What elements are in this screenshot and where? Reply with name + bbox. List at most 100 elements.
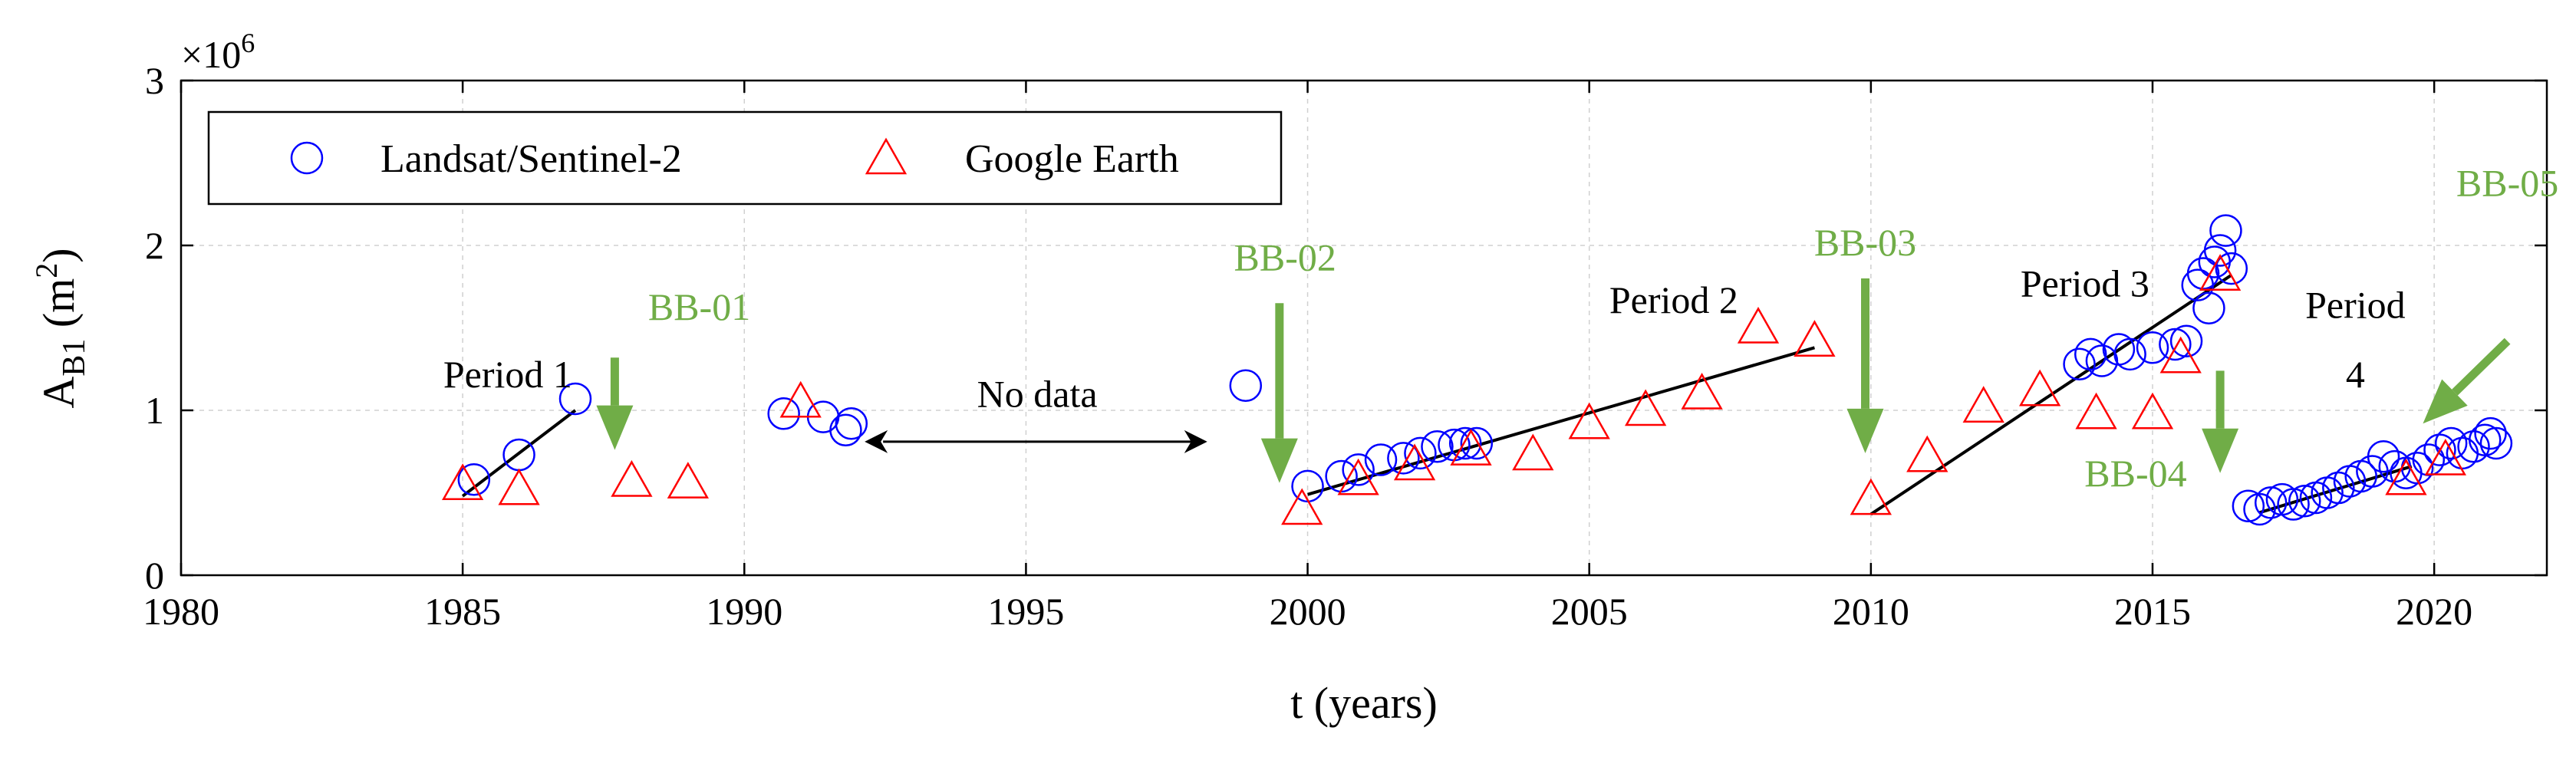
y-tick-label: 0 — [145, 554, 164, 597]
event-arrow-head — [2202, 428, 2239, 473]
point-google-earth — [779, 380, 822, 418]
point-landsat — [2434, 426, 2468, 460]
event-label: BB-03 — [1814, 221, 1916, 264]
point-google-earth — [2159, 336, 2202, 374]
point-landsat — [829, 413, 862, 447]
point-landsat — [2277, 488, 2310, 521]
point-google-earth — [498, 468, 540, 505]
point-landsat — [1387, 442, 1420, 475]
point-google-earth — [1850, 478, 1892, 515]
legend-marker-triangle — [865, 137, 908, 175]
trend-line — [2258, 465, 2413, 515]
point-landsat — [1404, 436, 1437, 470]
point-google-earth — [2199, 254, 2242, 291]
point-landsat — [1460, 426, 1494, 460]
point-landsat — [2479, 426, 2513, 460]
point-landsat — [2169, 324, 2203, 357]
point-google-earth — [1737, 306, 1780, 344]
period-label: Period — [2305, 284, 2406, 327]
point-landsat — [2085, 344, 2119, 377]
point-landsat — [2063, 347, 2096, 381]
point-google-earth — [1393, 443, 1436, 481]
y-tick-label: 1 — [145, 389, 164, 432]
point-landsat — [1342, 453, 1375, 486]
legend-label-landsat: Landsat/Sentinel-2 — [380, 137, 682, 181]
x-tick-label: 1985 — [424, 590, 501, 633]
point-landsat — [2159, 327, 2192, 361]
point-landsat — [2423, 433, 2456, 466]
point-landsat — [2474, 416, 2507, 450]
point-landsat — [767, 397, 800, 430]
plot-frame — [180, 79, 2548, 577]
point-landsat — [2367, 439, 2400, 473]
data-points — [441, 214, 2513, 526]
point-google-earth — [1962, 386, 2004, 423]
legend-marker-circle — [290, 141, 324, 175]
point-google-earth — [1906, 435, 1948, 472]
period-label: Period 1 — [443, 353, 572, 396]
point-google-earth — [1568, 402, 1610, 439]
x-tick-label: 1995 — [987, 590, 1064, 633]
x-axis-title: t (years) — [1290, 678, 1438, 728]
point-landsat — [2243, 492, 2276, 526]
x-tick-label: 1990 — [706, 590, 782, 633]
legend-label-google-earth: Google Earth — [965, 137, 1179, 181]
point-landsat — [457, 463, 491, 496]
point-landsat — [2203, 234, 2237, 267]
no-data-label: No data — [977, 373, 1098, 416]
point-google-earth — [1281, 488, 1323, 525]
point-landsat — [558, 382, 592, 416]
x-tick-label: 2005 — [1551, 590, 1628, 633]
point-landsat — [2232, 489, 2265, 522]
legend-box — [207, 110, 1283, 206]
point-google-earth — [2075, 392, 2117, 430]
point-google-earth — [2131, 392, 2174, 430]
point-landsat — [2254, 486, 2288, 519]
point-landsat — [2322, 471, 2355, 505]
y-multiplier: ×106 — [181, 28, 255, 76]
trend-line — [1869, 274, 2232, 516]
point-landsat — [2209, 214, 2242, 247]
y-axis-title: AB1 (m2) — [29, 248, 92, 408]
event-label: BB-05 — [2456, 162, 2558, 205]
event-arrow-head — [1260, 438, 1298, 483]
point-landsat — [2113, 337, 2146, 371]
point-landsat — [2136, 331, 2169, 364]
point-google-earth — [1681, 372, 1723, 410]
legend: Landsat/Sentinel-2 Google Earth — [207, 110, 1283, 206]
point-google-earth — [441, 463, 484, 500]
annotations: Period 1 Period 2 Period 3 Period 4 No data BB… — [443, 162, 2558, 495]
point-google-earth — [667, 462, 710, 499]
point-google-earth — [611, 459, 653, 497]
point-landsat — [835, 406, 868, 440]
point-landsat — [2074, 337, 2107, 371]
x-tick-label: 2000 — [1270, 590, 1346, 633]
y-tick-label: 3 — [145, 59, 164, 102]
point-landsat — [1364, 443, 1398, 476]
event-arrow-head — [1846, 408, 1884, 453]
event-label: BB-02 — [1234, 235, 1336, 278]
event-arrow-head — [2423, 379, 2468, 424]
x-tick-label: 2010 — [1833, 590, 1909, 633]
point-google-earth — [2018, 369, 2061, 406]
grid — [181, 81, 2547, 575]
point-landsat — [1229, 369, 1263, 402]
point-google-earth — [1624, 389, 1667, 426]
y-tick-label: 2 — [145, 224, 164, 267]
period-label: Period 3 — [2021, 262, 2149, 305]
point-google-earth — [1450, 429, 1492, 466]
trend-line — [461, 409, 577, 498]
event-label: BB-04 — [2084, 452, 2186, 495]
point-landsat — [2468, 423, 2502, 456]
event-arrow-head — [596, 405, 634, 450]
point-landsat — [2215, 252, 2248, 285]
point-landsat — [1448, 426, 1482, 460]
point-landsat — [1421, 430, 1454, 463]
period-label: 4 — [2346, 353, 2365, 396]
point-google-earth — [2424, 438, 2466, 476]
point-landsat — [2288, 485, 2321, 518]
event-label: BB-01 — [648, 285, 750, 328]
period-label: Period 2 — [1609, 278, 1738, 321]
x-tick-label: 1980 — [143, 590, 219, 633]
